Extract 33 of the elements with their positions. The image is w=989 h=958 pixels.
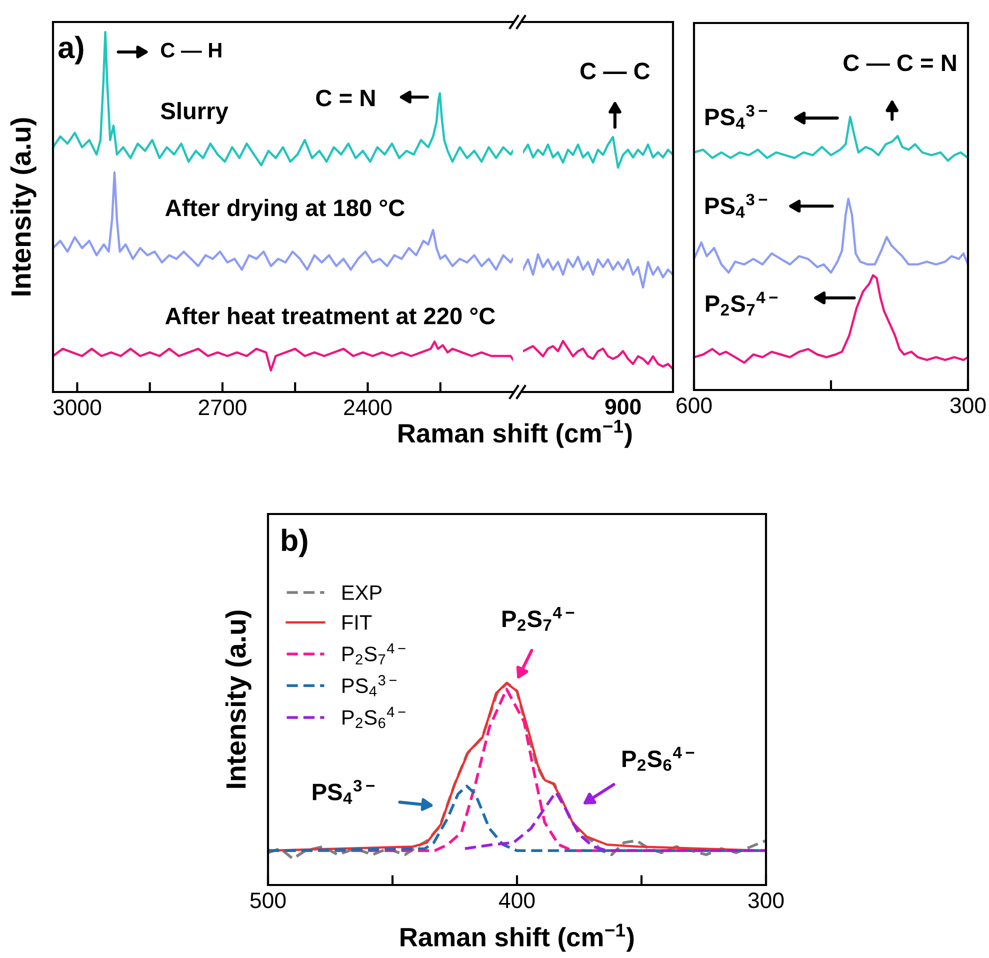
annotation: PS$_{4}$$^{3−}$ (312, 780, 374, 804)
x-tick-label: 300 (748, 892, 784, 908)
series-label: Slurry (160, 102, 228, 124)
x-axis-title: Raman shift (cm$^{−1}$) (400, 924, 634, 952)
text: P$_{2}$S$_{7}$$^{4−}$ (502, 606, 574, 631)
x-tick-label: 3000 (53, 400, 102, 416)
x-tick-label: 300 (950, 398, 986, 414)
series-label: After drying at 180 °C (165, 198, 404, 222)
annotation: PS$_{4}$$^{3−}$ (706, 104, 768, 129)
x-tick-label: 2700 (198, 400, 246, 416)
annotation: C = N (316, 90, 375, 106)
x-tick-label: 500 (250, 892, 286, 908)
x-axis-title: Raman shift (cm$^{−1}$) (398, 420, 632, 448)
annotation: a) (58, 36, 84, 64)
series-label: After heat treatment at 220 °C (165, 306, 496, 324)
annotation: P$_{2}$S$_{6}$$^{4−}$ (622, 746, 694, 771)
annotation: P$_{2}$S$_{7}$$^{4−}$ (706, 292, 778, 316)
legend-label: PS$_{4}$$^{3−}$ (342, 675, 397, 696)
legend-label: EXP (342, 585, 382, 600)
annotation: C — H (161, 42, 222, 58)
legend-label: P$_{2}$S$_{7}$$^{4−}$ (342, 643, 406, 664)
y-axis-title: Intensity (a.u) (225, 610, 252, 788)
x-tick-label: 600 (676, 398, 712, 414)
x-tick-label: 400 (498, 892, 535, 908)
legend-label: P$_{2}$S$_{6}$$^{4−}$ (342, 706, 406, 728)
text: 900 (605, 398, 641, 415)
text: C — C (580, 62, 650, 80)
annotation: PS$_{4}$$^{3−}$ (706, 194, 768, 218)
text: b) (282, 528, 308, 558)
text: C — C = N (844, 54, 956, 72)
legend-label: FIT (342, 615, 372, 630)
x-tick-label: 2400 (344, 400, 392, 416)
y-axis-title: Intensity (a.u) (10, 118, 36, 296)
